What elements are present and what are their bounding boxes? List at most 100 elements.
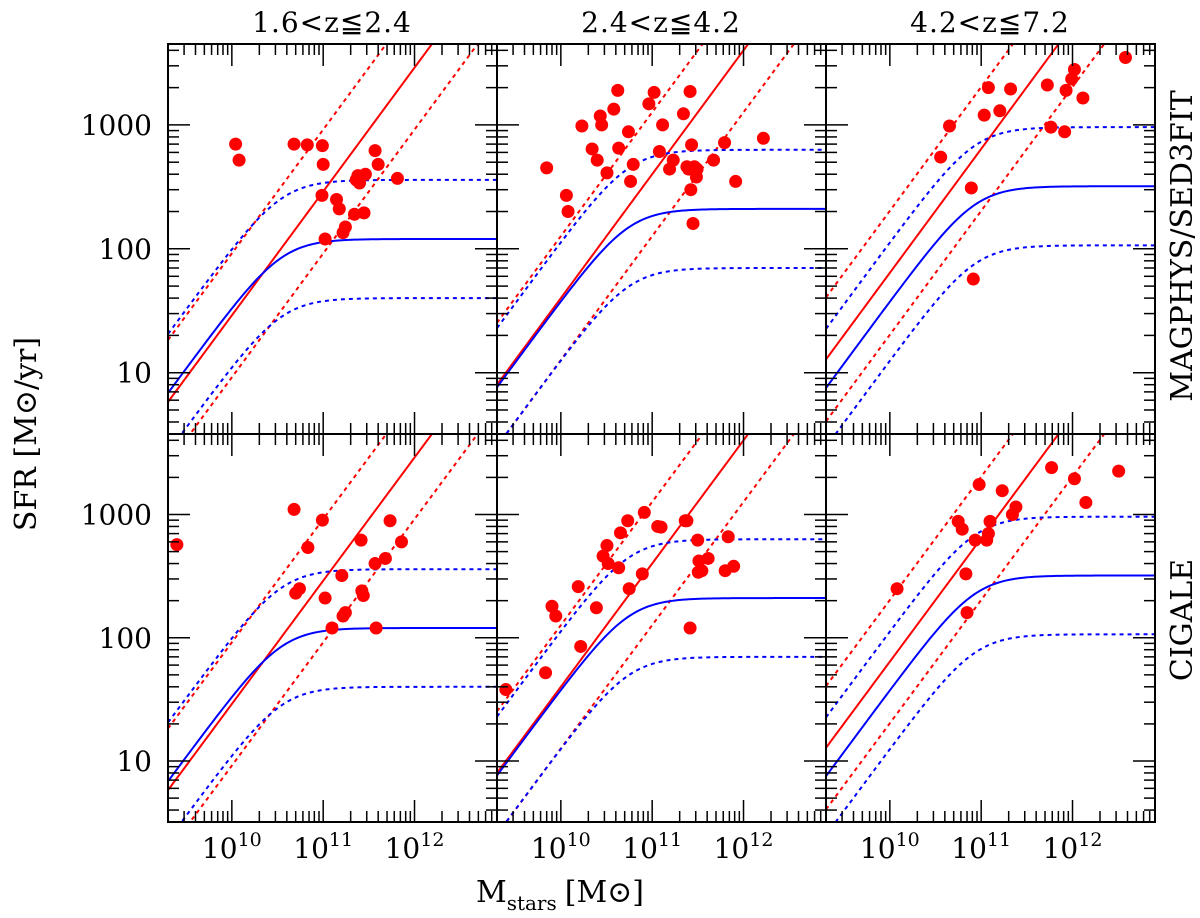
data-point (1067, 472, 1081, 486)
data-point (729, 174, 743, 188)
ms-blue-upper (497, 538, 826, 718)
ms-blue-solid (497, 597, 826, 777)
x-tick-label: 1011 (951, 829, 1011, 865)
data-point (1058, 125, 1072, 139)
ms-blue-lower (504, 267, 826, 434)
ms-red-solid (826, 44, 1060, 361)
data-point (368, 557, 382, 571)
data-point (371, 157, 385, 171)
data-point (624, 174, 638, 188)
ms-blue-lower (834, 633, 1155, 822)
x-tick-label: 1010 (202, 829, 262, 865)
data-point (1118, 51, 1132, 65)
x-tick-label-base: 10 (714, 832, 750, 865)
data-point (300, 138, 314, 152)
data-point (540, 161, 554, 175)
data-point (683, 85, 697, 99)
panel-frame (496, 43, 827, 435)
data-point (955, 522, 969, 536)
x-tick-label: 1011 (622, 829, 682, 865)
data-point (1004, 82, 1018, 96)
data-point (590, 153, 604, 167)
data-point (539, 666, 553, 680)
data-point (621, 125, 635, 139)
data-point (993, 104, 1007, 118)
data-point (1076, 91, 1090, 105)
data-point (315, 139, 329, 153)
data-point (589, 601, 603, 615)
data-point (347, 207, 361, 221)
data-point (338, 220, 352, 234)
data-point (315, 188, 329, 202)
panel-frame (496, 433, 827, 823)
ms-blue-solid (497, 207, 826, 388)
ms-blue-solid (826, 185, 1155, 389)
data-point (642, 97, 656, 111)
ms-red-solid (497, 44, 750, 386)
data-point (574, 639, 588, 653)
ms-blue-upper (168, 178, 497, 335)
data-point (718, 136, 732, 150)
x-tick-label: 1010 (860, 829, 920, 865)
data-point (756, 131, 770, 145)
x-tick-label-base: 10 (202, 832, 238, 865)
data-point (983, 514, 997, 528)
ms-blue-solid (168, 238, 497, 394)
ms-blue-solid (168, 627, 497, 782)
data-point (325, 621, 339, 635)
x-tick-label-exponent: 12 (749, 829, 773, 851)
data-point (575, 119, 589, 133)
x-tick-label-base: 10 (1043, 832, 1079, 865)
data-point (354, 533, 368, 547)
ms-red-upper (168, 434, 388, 730)
y-tick-label: 1000 (81, 499, 152, 532)
data-point (1040, 78, 1054, 92)
data-point (1079, 496, 1093, 510)
data-point (614, 526, 627, 540)
data-point (680, 514, 694, 528)
data-point (934, 150, 948, 164)
panel-frames (167, 43, 1156, 823)
x-tick-label-base: 10 (385, 832, 421, 865)
data-point (968, 533, 982, 547)
data-point (378, 551, 392, 565)
data-point (977, 108, 991, 122)
data-point (695, 564, 709, 578)
x-tick-label-base: 10 (951, 832, 987, 865)
row-label-cigale: CIGALE (1165, 559, 1200, 681)
y-axis-label: SFR [M⊙/yr] (9, 337, 44, 531)
x-tick-label-exponent: 12 (1078, 829, 1102, 851)
data-point (966, 272, 980, 286)
data-point (357, 206, 371, 220)
data-point (727, 559, 741, 573)
x-tick-label-base: 10 (622, 832, 658, 865)
ms-blue-solid (826, 574, 1155, 777)
x-tick-label-exponent: 10 (238, 829, 262, 851)
data-point (600, 166, 614, 180)
y-tick-label: 1000 (81, 109, 152, 142)
data-point (600, 539, 614, 553)
data-point (981, 527, 995, 541)
data-point (170, 538, 184, 552)
x-tick-label-exponent: 11 (329, 829, 353, 851)
panel-frame (825, 43, 1156, 435)
data-point (335, 569, 349, 582)
data-point (287, 502, 301, 516)
y-tick-label: 100 (99, 233, 152, 266)
x-tick-label-exponent: 12 (420, 829, 444, 851)
data-point (601, 557, 615, 571)
data-point (626, 157, 640, 171)
ms-red-solid (497, 434, 750, 774)
ms-blue-upper (826, 515, 1155, 719)
data-point (338, 606, 352, 620)
ms-blue-upper (168, 568, 497, 724)
x-tick-label: 1012 (714, 829, 774, 865)
data-point (647, 85, 661, 99)
data-point (959, 567, 973, 581)
data-point (318, 591, 332, 605)
ms-blue-upper (497, 148, 826, 329)
data-point (972, 478, 986, 492)
data-point (499, 683, 513, 697)
data-point (607, 102, 621, 116)
